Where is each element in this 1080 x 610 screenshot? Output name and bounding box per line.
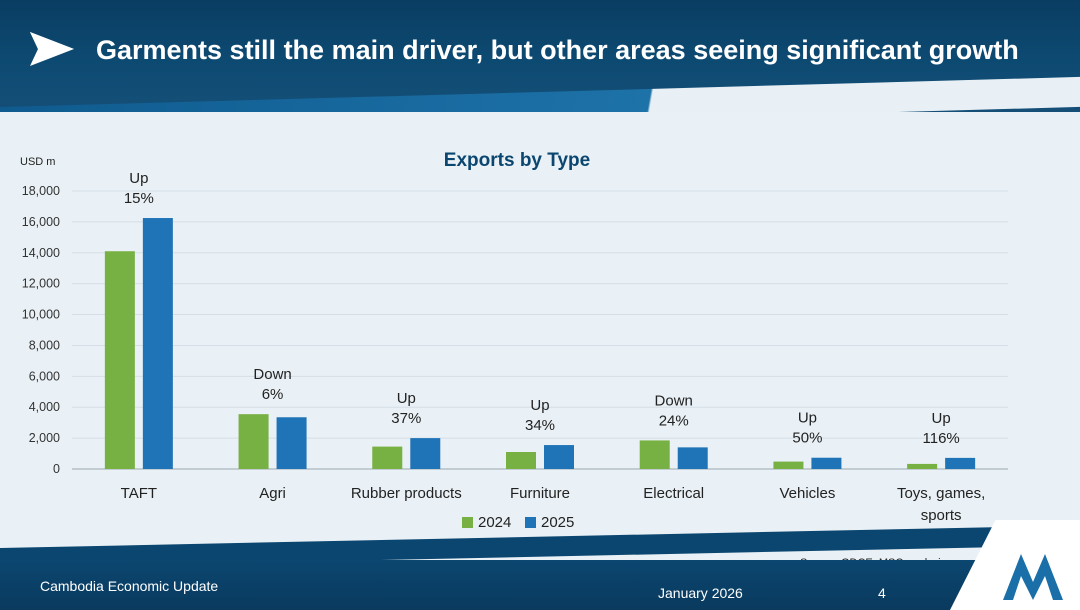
y-tick-label: 0 bbox=[53, 462, 60, 476]
footer-bar bbox=[0, 560, 1080, 610]
page-title: Garments still the main driver, but othe… bbox=[96, 35, 1019, 65]
bar-2024 bbox=[907, 463, 938, 469]
y-tick-label: 18,000 bbox=[22, 184, 60, 198]
bar-2025 bbox=[410, 438, 441, 469]
change-percent-label: 24% bbox=[659, 412, 689, 429]
bar-2024 bbox=[372, 446, 403, 469]
bar-2025 bbox=[142, 218, 173, 469]
change-percent-label: 37% bbox=[391, 410, 421, 427]
legend-label: 2024 bbox=[478, 514, 511, 531]
change-direction-label: Down bbox=[253, 366, 291, 383]
x-tick-label: Electrical bbox=[643, 485, 704, 502]
x-tick-label: Toys, games, bbox=[897, 485, 985, 502]
change-direction-label: Up bbox=[932, 410, 951, 427]
y-tick-label: 8,000 bbox=[29, 338, 60, 352]
y-tick-label: 6,000 bbox=[29, 369, 60, 383]
change-direction-label: Up bbox=[397, 390, 416, 407]
bar-2024 bbox=[506, 452, 536, 469]
x-tick-label: Furniture bbox=[510, 485, 570, 502]
legend-swatch-2025 bbox=[525, 517, 536, 528]
bar-2025 bbox=[677, 447, 708, 469]
bar-2025 bbox=[945, 457, 976, 469]
change-percent-label: 50% bbox=[792, 430, 822, 447]
bar-2024 bbox=[639, 440, 670, 469]
y-tick-label: 14,000 bbox=[22, 246, 60, 260]
page-number: 4 bbox=[878, 585, 886, 601]
arrow-logo-icon bbox=[30, 32, 74, 66]
brand-logo-icon bbox=[1003, 554, 1063, 600]
chart-title: Exports by Type bbox=[444, 150, 590, 171]
x-tick-label: TAFT bbox=[121, 485, 157, 502]
x-tick-label: sports bbox=[921, 507, 962, 524]
footer-date: January 2026 bbox=[658, 585, 743, 601]
x-tick-label: Vehicles bbox=[779, 485, 835, 502]
change-direction-label: Down bbox=[655, 392, 693, 409]
bar-2025 bbox=[276, 417, 307, 469]
legend-swatch-2024 bbox=[462, 517, 473, 528]
change-direction-label: Up bbox=[530, 397, 549, 414]
y-tick-label: 16,000 bbox=[22, 215, 60, 229]
header-stripe bbox=[0, 76, 1080, 112]
change-percent-label: 116% bbox=[923, 430, 960, 447]
bar-2024 bbox=[773, 461, 804, 469]
bar-2025 bbox=[544, 445, 574, 469]
bar-2024 bbox=[238, 414, 269, 469]
bar-2025 bbox=[811, 457, 842, 469]
bar-2024 bbox=[104, 251, 135, 469]
footer-report-name: Cambodia Economic Update bbox=[40, 578, 219, 594]
y-tick-label: 4,000 bbox=[29, 400, 60, 414]
change-percent-label: 15% bbox=[124, 190, 154, 207]
y-tick-label: 12,000 bbox=[22, 277, 60, 291]
chart-panel bbox=[0, 112, 1080, 560]
y-axis-unit-label: USD m bbox=[20, 156, 55, 168]
header-banner: Garments still the main driver, but othe… bbox=[0, 0, 1080, 112]
x-tick-label: Rubber products bbox=[351, 485, 462, 502]
change-percent-label: 6% bbox=[262, 386, 284, 403]
change-direction-label: Up bbox=[798, 410, 817, 427]
exports-chart: Exports by Type USD m 18,000 16,000 14,000 12… bbox=[20, 150, 1008, 531]
y-tick-label: 2,000 bbox=[29, 431, 60, 445]
change-percent-label: 34% bbox=[525, 417, 555, 434]
y-tick-label: 10,000 bbox=[22, 308, 60, 322]
legend-label: 2025 bbox=[541, 514, 574, 531]
change-direction-label: Up bbox=[129, 170, 148, 187]
x-tick-label: Agri bbox=[259, 485, 286, 502]
